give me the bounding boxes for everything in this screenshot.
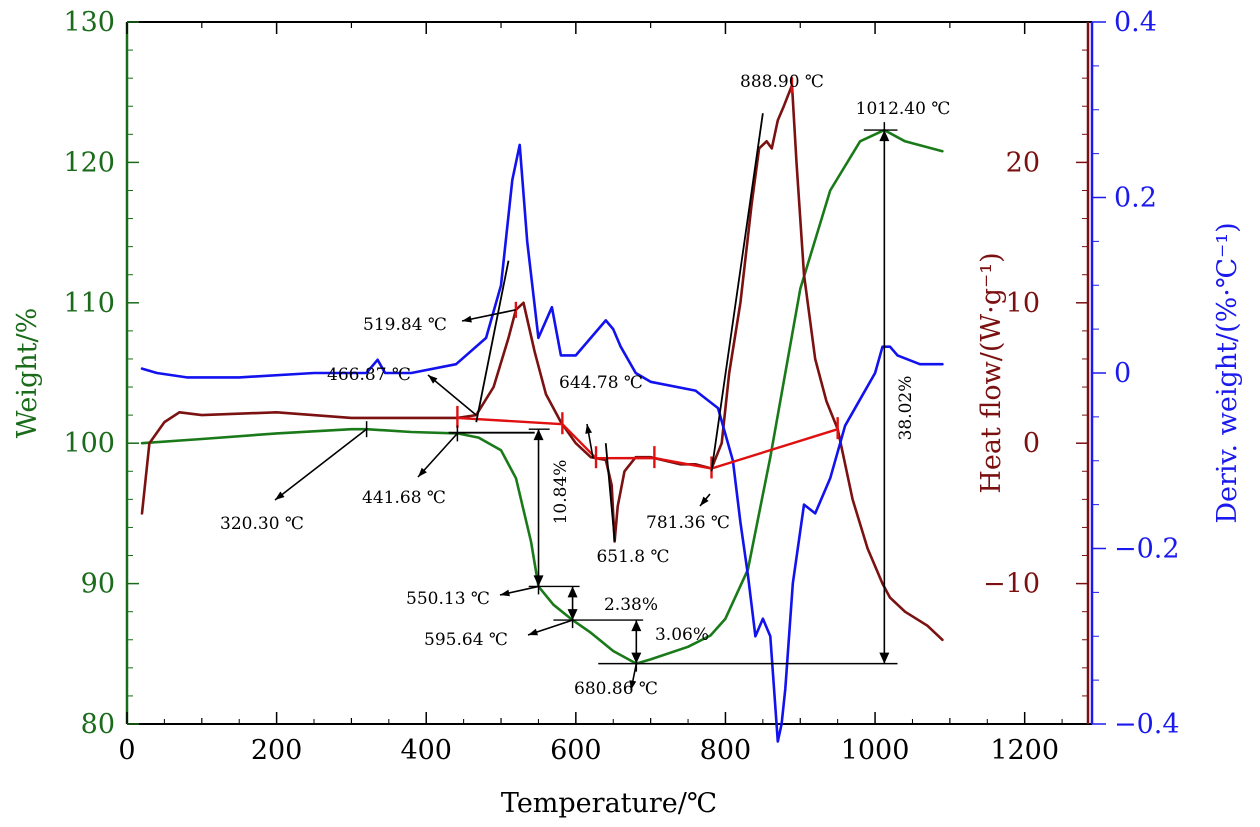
series-layer — [140, 83, 944, 743]
dsc-point-label: 651.8 ℃ — [596, 547, 669, 567]
labels-layer: 0 200 400 600 800 1000 12008090100110120130Wei… — [12, 7, 1243, 819]
deriv-weight-dtg-curve — [140, 143, 944, 743]
tg-point-label: 680.86 ℃ — [574, 679, 658, 699]
callout-arrow-shaft — [427, 374, 477, 416]
x-tick-label: 1200 — [990, 735, 1059, 766]
heatflow-tick-label: 20 — [1006, 147, 1040, 178]
callout-arrow-shaft — [274, 428, 368, 501]
tg-point-label: 550.13 ℃ — [406, 589, 490, 609]
mass-loss-arrowhead — [879, 130, 890, 142]
dsc-point-label: 888.90 ℃ — [740, 72, 824, 92]
tangent-line — [604, 443, 616, 542]
weight-axis-title: Weight/% — [12, 308, 43, 438]
tangent-line — [475, 260, 510, 423]
mass-loss-arrowhead — [879, 652, 890, 664]
callout-arrow-head — [462, 315, 472, 323]
tg-point-label: 1012.40 ℃ — [856, 99, 951, 119]
heat-flow-dsc-curve — [140, 83, 944, 642]
deriv-tick-label: −0.4 — [1114, 709, 1180, 740]
mass-loss-arrowhead — [631, 652, 642, 664]
mass-change-label: 2.38% — [604, 595, 658, 615]
heatflow-tick-label: 0 — [1023, 428, 1040, 459]
callout-arrow-head — [585, 424, 593, 434]
x-tick-label: 600 — [550, 735, 602, 766]
weight-tick-label: 120 — [63, 147, 115, 178]
mass-loss-arrowhead — [631, 620, 642, 632]
heatflow-tick-label: 10 — [1006, 288, 1040, 319]
mass-change-label: 3.06% — [655, 625, 709, 645]
x-tick-label: 800 — [700, 735, 752, 766]
x-tick-label: 400 — [400, 735, 452, 766]
weight-tick-label: 100 — [63, 428, 115, 459]
x-tick-label: 200 — [251, 735, 303, 766]
weight-tick-label: 90 — [81, 569, 115, 600]
tg-point-label: 320.30 ℃ — [220, 514, 304, 534]
dsc-point-label: 644.78 ℃ — [559, 373, 643, 393]
x-axis-title: Temperature/℃ — [501, 788, 717, 819]
deriv-tick-label: 0 — [1114, 358, 1131, 389]
mass-change-label: 10.84% — [551, 460, 571, 525]
dsc-point-label: 466.87 ℃ — [327, 365, 411, 385]
weight-tg-curve — [140, 128, 944, 665]
callout-arrow-head — [528, 628, 538, 636]
callout-arrow-head — [629, 680, 637, 690]
axes-layer — [125, 21, 1106, 725]
deriv-tick-label: −0.2 — [1114, 534, 1180, 565]
mass-loss-arrowhead — [533, 575, 544, 587]
dsc-baseline — [457, 416, 839, 470]
callout-arrow-head — [275, 491, 285, 500]
callout-arrow-head — [500, 589, 510, 597]
callout-arrow-head — [428, 375, 438, 384]
callout-arrow-shaft — [417, 432, 458, 478]
dsc-point-label: 519.84 ℃ — [363, 315, 447, 335]
annotation-layer — [274, 77, 898, 691]
mass-loss-arrowhead — [567, 609, 578, 621]
callout-arrow-head — [418, 467, 427, 477]
tg-point-label: 441.68 ℃ — [362, 488, 446, 508]
tg-point-label: 595.64 ℃ — [424, 630, 508, 650]
mass-change-label: 38.02% — [896, 376, 916, 441]
heatflow-axis-title: Heat flow/(W·g⁻¹) — [976, 252, 1007, 493]
heatflow-tick-label: −10 — [983, 569, 1040, 600]
deriv-tick-label: 0.4 — [1114, 7, 1157, 38]
dsc-point-label: 781.36 ℃ — [646, 513, 730, 533]
callout-arrow-head — [700, 496, 709, 506]
x-tick-label: 0 — [118, 735, 135, 766]
mass-loss-arrowhead — [567, 586, 578, 598]
weight-tick-label: 130 — [63, 7, 115, 38]
weight-tick-label: 80 — [81, 709, 115, 740]
tangent-line — [710, 113, 764, 472]
deriv-tick-label: 0.2 — [1114, 183, 1157, 214]
x-tick-label: 1000 — [841, 735, 910, 766]
mass-loss-arrowhead — [533, 429, 544, 441]
weight-tick-label: 110 — [63, 288, 115, 319]
deriv-axis-title: Deriv. weight/(%·℃⁻¹) — [1212, 222, 1243, 523]
